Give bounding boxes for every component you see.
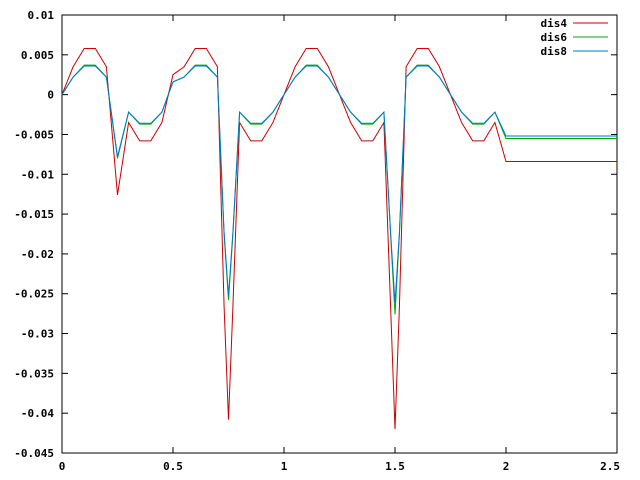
legend-label-dis6: dis6 bbox=[541, 31, 568, 44]
axis-ticks: 0.01 0.005 0 -0.005 -0.01 -0.015 -0.02 -0.025 -0… bbox=[14, 9, 620, 473]
y-tick-label: 0.01 bbox=[28, 9, 55, 22]
y-tick-label: -0.045 bbox=[14, 447, 54, 460]
x-tick-label: 0.5 bbox=[163, 460, 183, 473]
legend-label-dis4: dis4 bbox=[541, 17, 568, 30]
y-tick-label: -0.02 bbox=[21, 248, 54, 261]
series-line-dis4 bbox=[61, 47, 617, 430]
y-tick-label: 0 bbox=[47, 89, 54, 102]
legend-label-dis8: dis8 bbox=[541, 45, 568, 58]
plot-frame bbox=[61, 14, 618, 454]
x-tick-label: 2.5 bbox=[600, 460, 620, 473]
series-line-dis8 bbox=[61, 65, 617, 304]
x-tick-label: 1.5 bbox=[385, 460, 405, 473]
y-tick-label: -0.035 bbox=[14, 367, 54, 380]
series-lines bbox=[61, 47, 617, 430]
x-tick-label: 0 bbox=[59, 460, 66, 473]
y-tick-label: 0.005 bbox=[21, 49, 54, 62]
y-tick-label: -0.01 bbox=[21, 168, 54, 181]
y-tick-label: -0.015 bbox=[14, 208, 54, 221]
series-line-dis6 bbox=[61, 64, 617, 315]
y-tick-label: -0.005 bbox=[14, 128, 54, 141]
x-tick-label: 2 bbox=[503, 460, 510, 473]
y-tick-label: -0.025 bbox=[14, 288, 54, 301]
y-tick-label: -0.04 bbox=[21, 407, 54, 420]
x-tick-label: 1 bbox=[281, 460, 288, 473]
y-tick-label: -0.03 bbox=[21, 328, 54, 341]
